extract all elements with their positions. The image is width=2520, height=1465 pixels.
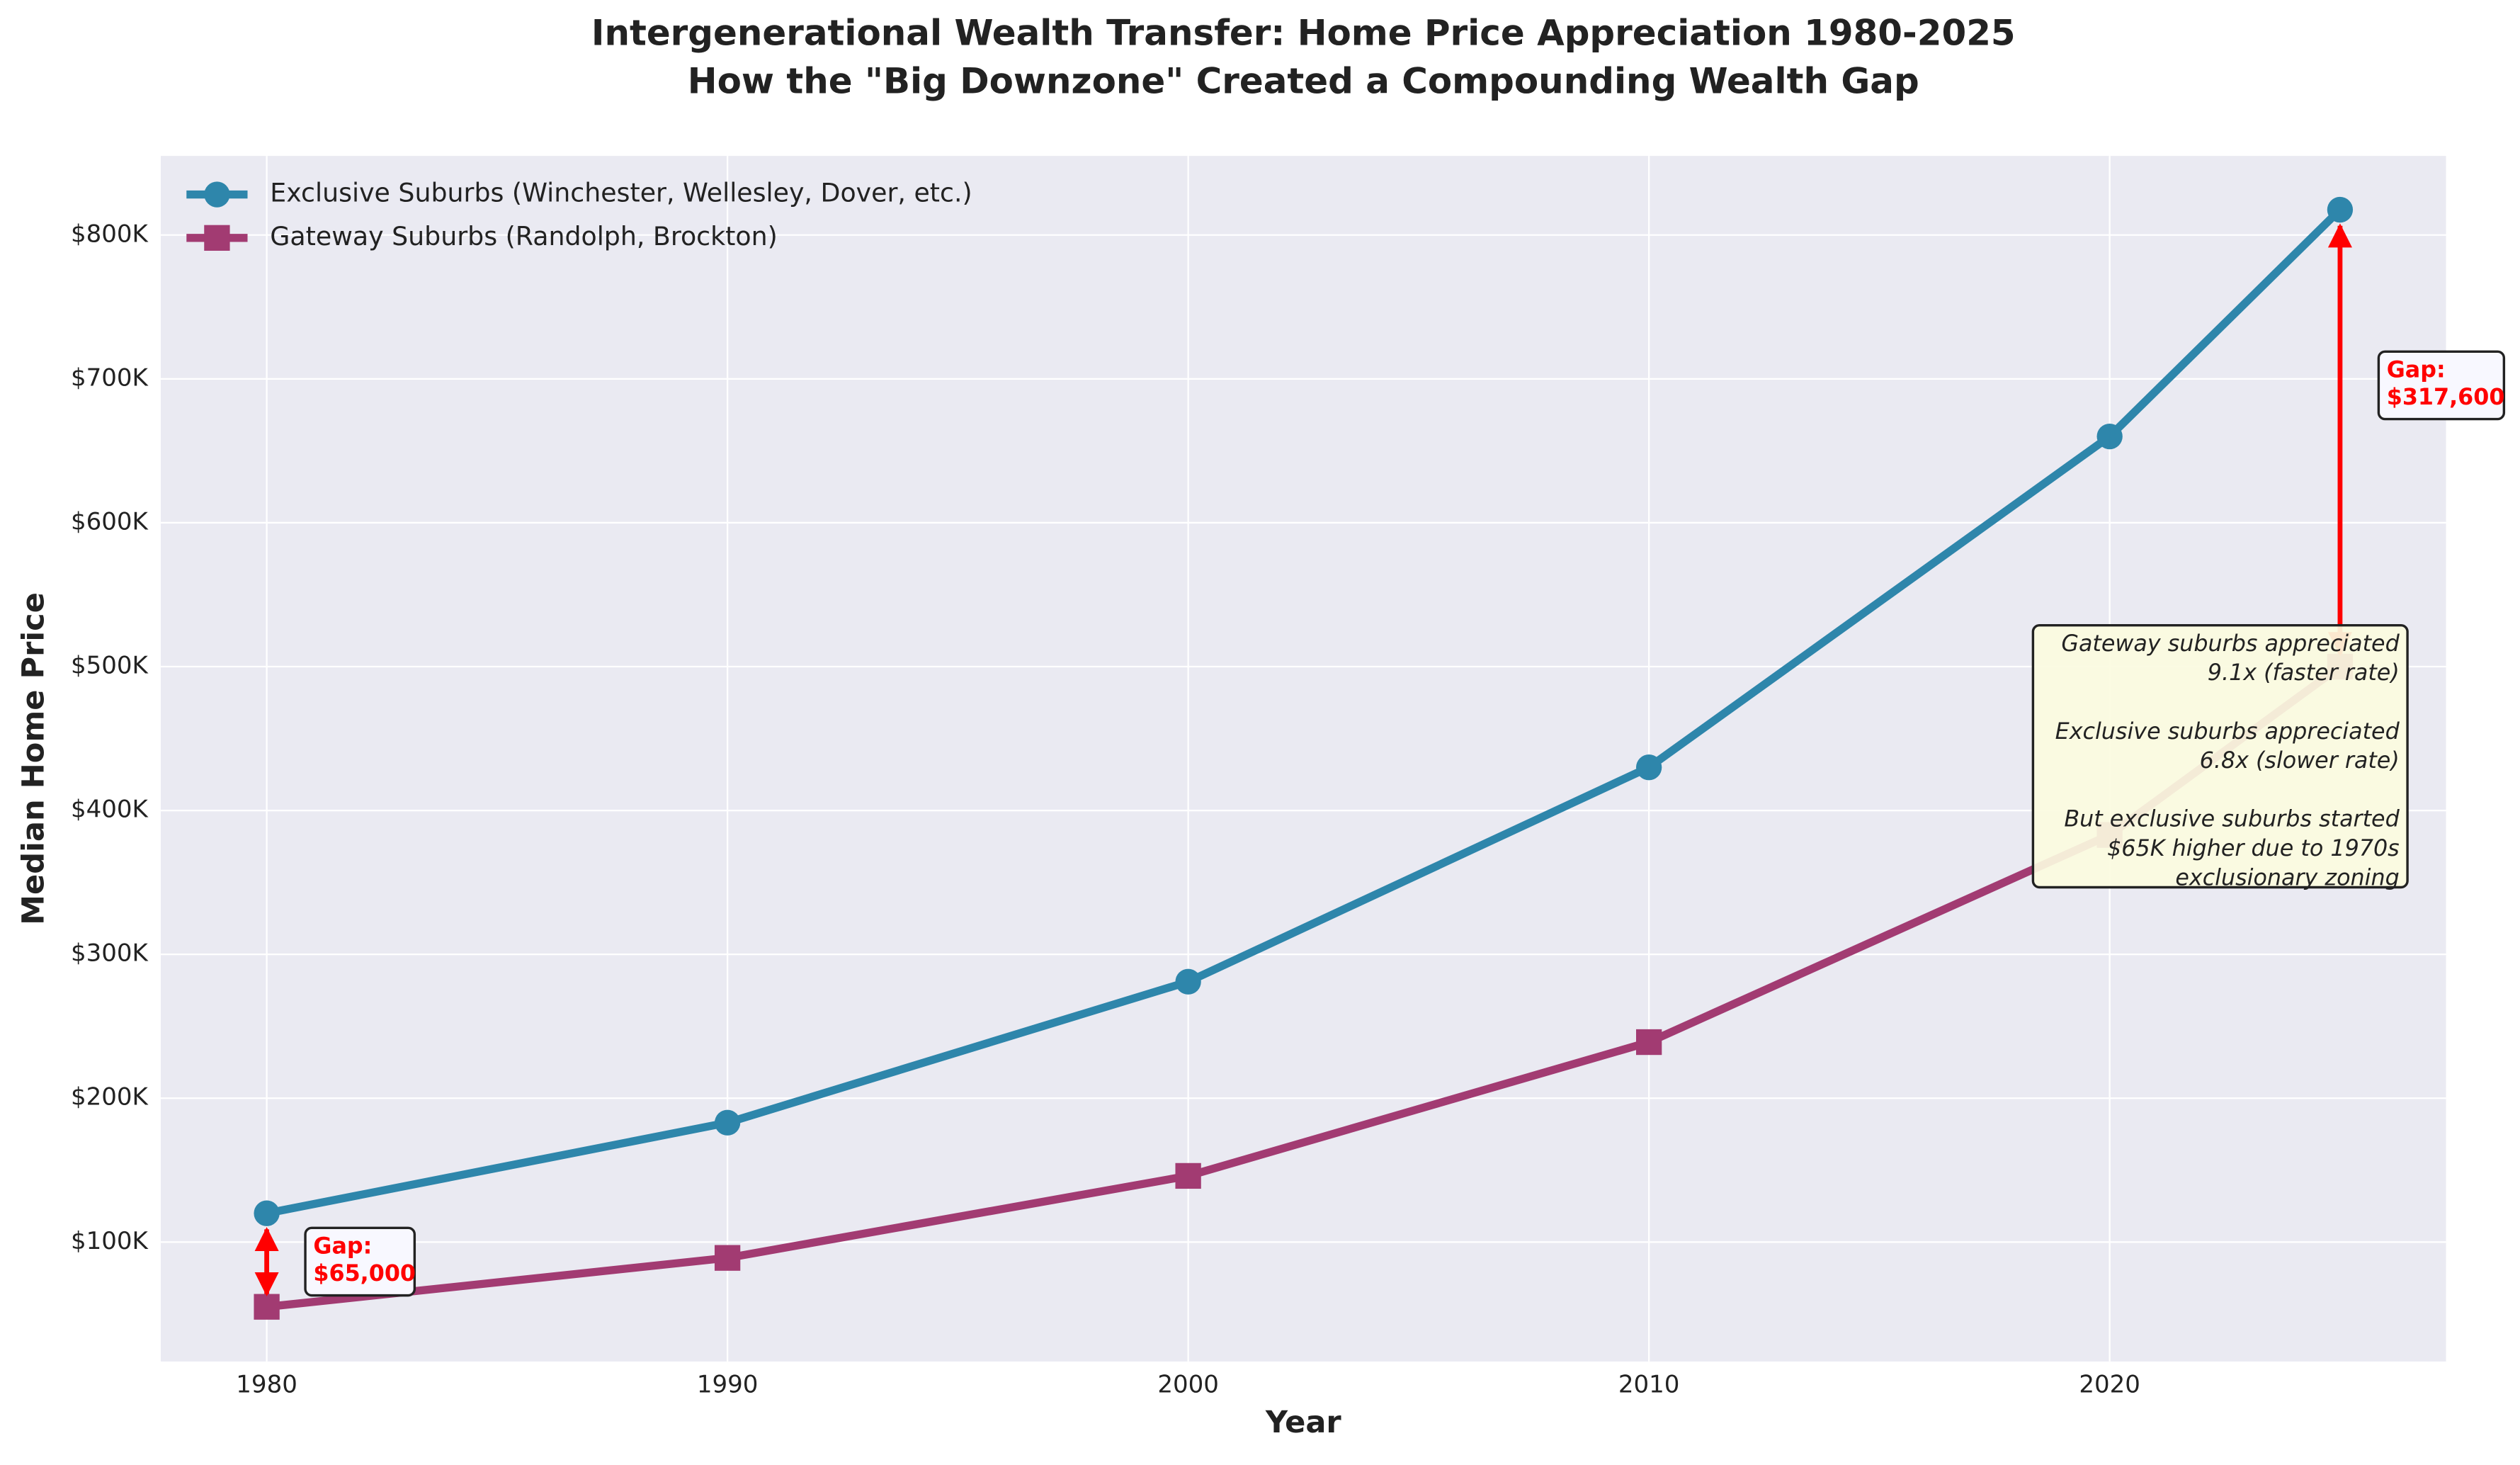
marker — [1175, 968, 1201, 995]
y-tick-label: $100K — [71, 1227, 149, 1255]
annotation-text: $317,600 — [2387, 385, 2505, 410]
legend-label: Exclusive Suburbs (Winchester, Wellesley… — [270, 178, 972, 208]
info-text: 6.8x (slower rate) — [2200, 748, 2400, 774]
x-tick-label: 1990 — [697, 1370, 759, 1398]
legend-label: Gateway Suburbs (Randolph, Brockton) — [270, 221, 777, 251]
legend-marker — [204, 225, 230, 251]
annotation-text: Gap: — [313, 1234, 372, 1260]
marker — [714, 1245, 741, 1271]
x-axis-label: Year — [1265, 1405, 1342, 1440]
marker — [1636, 754, 1662, 781]
x-tick-label: 1980 — [236, 1370, 297, 1398]
y-tick-label: $600K — [71, 507, 149, 536]
y-tick-label: $200K — [71, 1083, 149, 1112]
info-text: Gateway suburbs appreciated — [2061, 631, 2400, 657]
marker — [1636, 1029, 1662, 1056]
marker — [714, 1109, 741, 1136]
info-box — [2031, 623, 2409, 889]
annotation-box — [304, 1226, 416, 1297]
y-tick-label: $500K — [71, 652, 149, 680]
chart-subtitle: How the "Big Downzone" Created a Compoun… — [688, 60, 1919, 101]
marker — [254, 1294, 280, 1320]
info-text: Exclusive suburbs appreciated — [2055, 719, 2400, 745]
chart-title: Intergenerational Wealth Transfer: Home … — [591, 12, 2016, 53]
marker — [254, 1200, 280, 1226]
y-tick-label: $300K — [71, 939, 149, 968]
marker — [2096, 423, 2123, 450]
x-tick-label: 2020 — [2079, 1370, 2140, 1398]
x-tick-label: 2010 — [1618, 1370, 1680, 1398]
legend-marker — [204, 181, 230, 208]
info-text: 9.1x (faster rate) — [2208, 660, 2400, 686]
annotation-text: $65,000 — [313, 1261, 416, 1286]
info-text: exclusionary zoning — [2175, 865, 2399, 890]
marker — [2327, 196, 2354, 223]
info-text: But exclusive suburbs started — [2064, 807, 2400, 832]
y-axis-label: Median Home Price — [16, 592, 51, 925]
y-tick-label: $700K — [71, 363, 149, 392]
marker — [1175, 1163, 1201, 1189]
series-line — [266, 207, 2343, 1218]
info-text: $65K higher due to 1970s — [2107, 836, 2400, 861]
x-tick-label: 2000 — [1157, 1370, 1219, 1398]
y-tick-label: $800K — [71, 220, 149, 248]
annotation-text: Gap: — [2387, 358, 2446, 383]
annotation-box — [2377, 350, 2506, 421]
y-tick-label: $400K — [71, 796, 149, 824]
